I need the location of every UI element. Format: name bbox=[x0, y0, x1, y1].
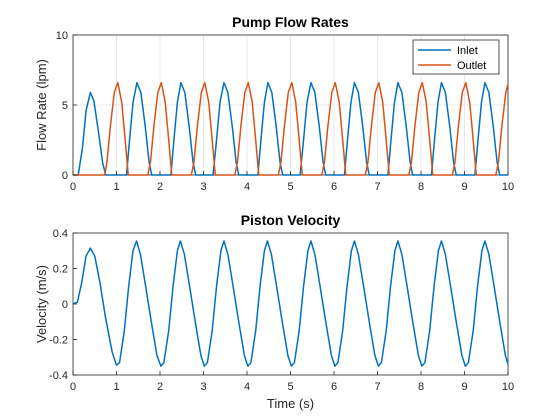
flow-rate-series bbox=[73, 81, 509, 176]
x-tick-label: 5 bbox=[287, 381, 293, 393]
y-tick-label: -0.4 bbox=[49, 370, 68, 382]
y-tick-label: 0 bbox=[62, 170, 68, 182]
x-tick-label: 3 bbox=[200, 381, 206, 393]
x-tick-label: 0 bbox=[70, 181, 76, 193]
x-tick-label: 2 bbox=[157, 181, 163, 193]
piston-velocity-title: Piston Velocity bbox=[241, 212, 341, 228]
x-tick-label: 2 bbox=[157, 381, 163, 393]
x-tick-label: 8 bbox=[418, 181, 424, 193]
x-tick-label: 7 bbox=[374, 181, 380, 193]
piston-velocity-axes: 0 1 2 3 4 5 6 7 8 9 10 -0.4 -0.2 0 0.2 0.4 Piston Veloc… bbox=[34, 212, 514, 411]
y-tick-label: 0.4 bbox=[53, 228, 68, 240]
x-tick-label: 8 bbox=[418, 381, 424, 393]
x-tick-label: 10 bbox=[502, 381, 514, 393]
piston-velocity-x-label: Time (s) bbox=[267, 396, 314, 411]
flow-rate-legend: Inlet Outlet bbox=[412, 39, 500, 75]
flow-rate-axes: 0 1 2 3 4 5 6 7 8 9 10 0 5 10 Pump Flow Rates Flow Ra… bbox=[34, 14, 514, 193]
outlet-series-line bbox=[73, 81, 509, 176]
x-tick-label: 10 bbox=[502, 181, 514, 193]
velocity-series-line bbox=[72, 240, 509, 367]
piston-velocity-y-label: Velocity (m/s) bbox=[34, 265, 49, 343]
x-tick-label: 9 bbox=[461, 381, 467, 393]
x-tick-label: 6 bbox=[331, 381, 337, 393]
y-tick-label: 0 bbox=[62, 299, 68, 311]
x-tick-label: 3 bbox=[200, 181, 206, 193]
legend-box bbox=[412, 39, 500, 75]
x-tick-label: 5 bbox=[287, 181, 293, 193]
y-tick-label: 10 bbox=[56, 30, 68, 42]
piston-velocity-series bbox=[72, 240, 509, 367]
y-tick-label: 5 bbox=[62, 100, 68, 112]
y-tick-label: -0.2 bbox=[49, 335, 68, 347]
x-tick-label: 9 bbox=[461, 181, 467, 193]
x-tick-label: 4 bbox=[244, 381, 250, 393]
flow-rate-y-label: Flow Rate (lpm) bbox=[34, 59, 49, 151]
flow-rate-ticks: 0 1 2 3 4 5 6 7 8 9 10 0 5 10 bbox=[56, 30, 514, 193]
x-tick-label: 1 bbox=[113, 381, 119, 393]
y-tick-label: 0.2 bbox=[53, 264, 68, 276]
x-tick-label: 4 bbox=[244, 181, 250, 193]
legend-outlet-label: Outlet bbox=[457, 60, 486, 72]
piston-velocity-plot-area bbox=[72, 232, 509, 376]
x-tick-label: 1 bbox=[113, 181, 119, 193]
x-tick-label: 6 bbox=[331, 181, 337, 193]
piston-velocity-ticks: 0 1 2 3 4 5 6 7 8 9 10 -0.4 -0.2 0 0.2 0.4 bbox=[49, 228, 514, 393]
x-tick-label: 0 bbox=[70, 381, 76, 393]
x-tick-label: 7 bbox=[374, 381, 380, 393]
legend-inlet-label: Inlet bbox=[457, 45, 478, 57]
flow-rate-title: Pump Flow Rates bbox=[232, 14, 349, 30]
inlet-series-line bbox=[73, 81, 508, 176]
